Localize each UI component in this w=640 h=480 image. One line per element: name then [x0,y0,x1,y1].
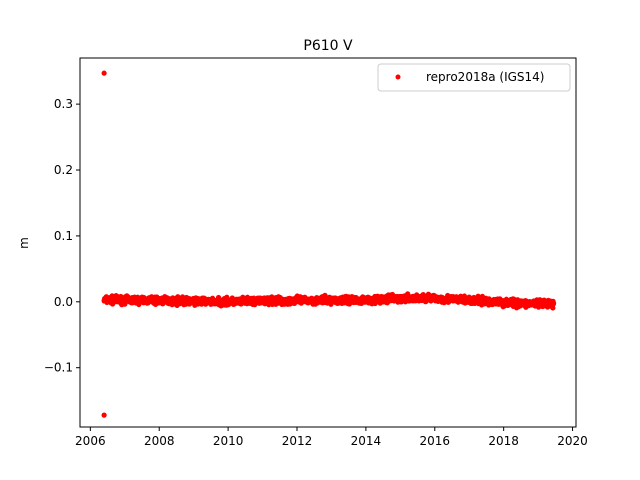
chart-title: P610 V [303,38,353,54]
legend-box [377,63,571,92]
x-tick-label: 2020 [557,434,588,448]
outlier-point [101,70,107,76]
x-axis: 2006 2008 2010 2012 2014 2016 2018 2020 [75,427,588,448]
x-tick-label: 2016 [420,434,451,448]
y-tick-label: 0.0 [54,295,73,309]
y-tick-label: 0.1 [54,229,73,243]
outlier-points [101,70,107,418]
y-axis-label: m [17,237,31,249]
plot-frame [79,57,577,428]
x-tick-label: 2008 [144,434,175,448]
y-axis: −0.1 0.0 0.1 0.2 0.3 [44,97,80,375]
legend-marker [395,74,401,80]
x-tick-label: 2012 [282,434,313,448]
legend-label: repro2018a (IGS14) [426,70,544,84]
y-tick-label: 0.3 [54,97,73,111]
data-point [551,300,557,306]
y-tick-label: 0.2 [54,163,73,177]
outlier-point [101,412,107,418]
x-tick-label: 2006 [75,434,106,448]
x-tick-label: 2014 [351,434,382,448]
y-tick-label: −0.1 [44,361,73,375]
series-points [101,291,557,311]
data-point [550,305,556,311]
x-tick-label: 2010 [213,434,244,448]
x-tick-label: 2018 [488,434,519,448]
legend: repro2018a (IGS14) [377,63,571,92]
